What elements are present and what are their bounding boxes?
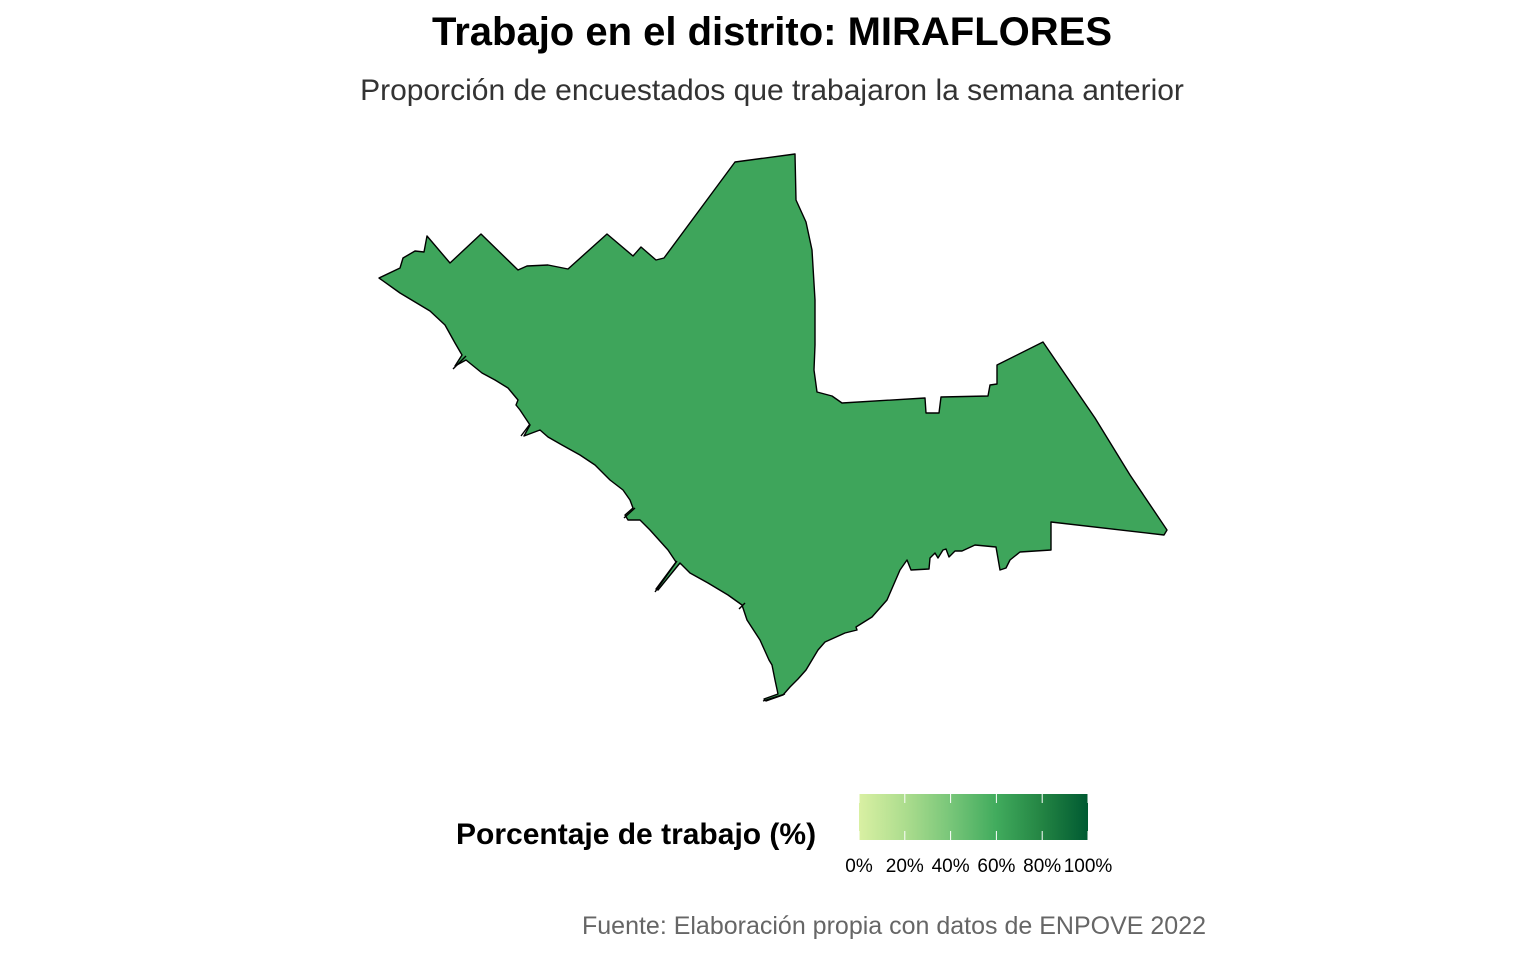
page-title: Trabajo en el distrito: MIRAFLORES <box>431 10 1113 54</box>
legend-tick-label: 60% <box>977 856 1016 877</box>
legend-colorbar-fill <box>859 794 1088 840</box>
legend-colorbar <box>859 794 1089 840</box>
pier-line <box>520 423 531 437</box>
legend-tick-label: 80% <box>1023 856 1062 877</box>
legend-tick-label: 20% <box>885 856 924 877</box>
page-subtitle: Proporción de encuestados que trabajaron… <box>360 74 1184 107</box>
legend-tick-label: 40% <box>931 856 970 877</box>
source-caption: Fuente: Elaboración propia con datos de … <box>581 912 1206 940</box>
pier-line <box>452 355 467 370</box>
legend-tick-marks <box>859 794 1089 840</box>
legend-tick-label: 0% <box>845 856 873 877</box>
coastline-piers <box>452 355 786 702</box>
district-polygon-miraflores[interactable] <box>378 153 1168 702</box>
pier-line <box>762 693 786 702</box>
legend-title: Porcentaje de trabajo (%) <box>456 818 817 851</box>
pier-line <box>738 602 746 610</box>
legend-tick-label: 100% <box>1063 856 1113 877</box>
pier-line <box>654 560 678 593</box>
pier-line <box>623 507 636 519</box>
